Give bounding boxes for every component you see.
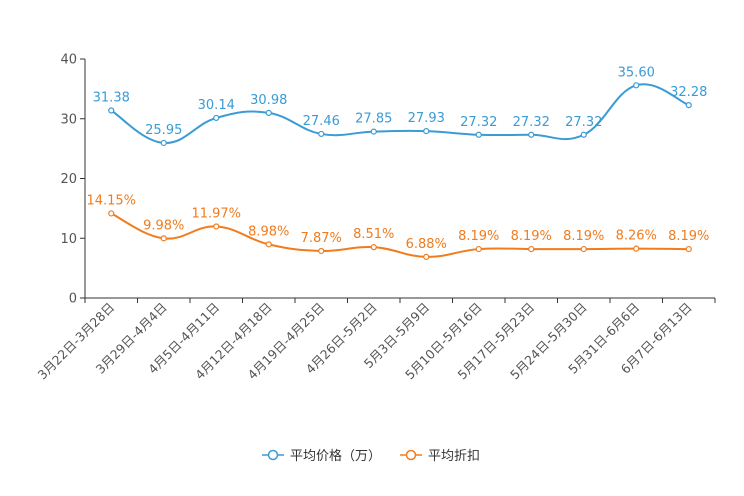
y-tick-label: 0: [69, 292, 77, 307]
price-data-label: 31.38: [93, 91, 130, 106]
price-data-label: 35.60: [618, 65, 655, 80]
discount-point[interactable]: [633, 245, 640, 252]
discount-data-label: 6.88%: [406, 237, 447, 252]
discount-data-label: 8.51%: [353, 227, 394, 242]
discount-point[interactable]: [370, 244, 377, 251]
axes: 0102030403月22日-3月28日3月29日-4月4日4月5日-4月11日…: [34, 53, 716, 382]
price-point[interactable]: [370, 128, 377, 135]
discount-point[interactable]: [423, 253, 430, 260]
discount-point[interactable]: [160, 235, 167, 242]
discount-point[interactable]: [108, 210, 115, 217]
discount-data-label: 8.19%: [668, 229, 709, 244]
price-point[interactable]: [108, 107, 115, 114]
price-data-label: 32.28: [670, 85, 707, 100]
price-data-label: 30.98: [250, 93, 287, 108]
discount-data-label: 9.98%: [143, 218, 184, 233]
price-data-label: 27.93: [408, 111, 445, 126]
discount-point[interactable]: [580, 245, 587, 253]
price-point[interactable]: [160, 139, 167, 147]
legend[interactable]: 平均价格（万） 平均折扣: [262, 448, 480, 464]
discount-data-label: 7.87%: [301, 231, 342, 246]
discount-point[interactable]: [213, 223, 220, 230]
price-point[interactable]: [580, 131, 587, 138]
price-point[interactable]: [318, 130, 325, 138]
discount-data-label: 8.19%: [458, 229, 499, 244]
discount-point[interactable]: [318, 247, 325, 255]
legend-label: 平均价格（万）: [290, 448, 381, 464]
legend-item-price[interactable]: 平均价格（万）: [262, 448, 381, 464]
price-data-label: 27.85: [355, 112, 392, 127]
discount-data-label: 11.97%: [191, 206, 241, 221]
y-tick-label: 40: [60, 53, 77, 68]
price-point[interactable]: [633, 82, 640, 89]
discount-point[interactable]: [475, 245, 482, 253]
discount-point[interactable]: [265, 241, 272, 248]
price-data-label: 27.32: [513, 115, 550, 130]
y-tick-label: 10: [60, 232, 77, 247]
price-point[interactable]: [265, 109, 272, 116]
discount-data-label: 14.15%: [86, 193, 136, 208]
discount-point[interactable]: [528, 245, 535, 253]
legend-label: 平均折扣: [428, 449, 480, 464]
discount-data-label: 8.19%: [511, 229, 552, 244]
discount-data-label: 8.19%: [563, 229, 604, 244]
price-point[interactable]: [528, 131, 535, 138]
price-data-label: 27.32: [460, 115, 497, 130]
discount-point[interactable]: [685, 245, 692, 253]
price-point[interactable]: [423, 128, 430, 135]
y-tick-label: 30: [60, 112, 77, 127]
legend-item-discount[interactable]: 平均折扣: [400, 449, 480, 464]
data-labels: 31.38 25.95 30.14 30.98 27.46 27.85 27.93 27.32…: [86, 65, 709, 252]
price-point[interactable]: [685, 102, 692, 109]
legend-marker-icon: [267, 449, 279, 461]
price-point[interactable]: [475, 131, 482, 138]
price-series-line: [110, 83, 690, 144]
price-data-label: 30.14: [198, 98, 235, 113]
price-data-label: 27.32: [565, 115, 602, 130]
discount-data-label: 8.26%: [616, 229, 657, 244]
y-tick-label: 20: [60, 172, 77, 187]
legend-marker-icon: [405, 449, 417, 461]
price-point[interactable]: [213, 114, 220, 122]
discount-series-line: [110, 212, 689, 258]
price-data-label: 27.46: [303, 114, 340, 129]
price-data-label: 25.95: [145, 123, 182, 138]
series-layer: [108, 82, 692, 260]
discount-data-label: 8.98%: [248, 224, 289, 239]
